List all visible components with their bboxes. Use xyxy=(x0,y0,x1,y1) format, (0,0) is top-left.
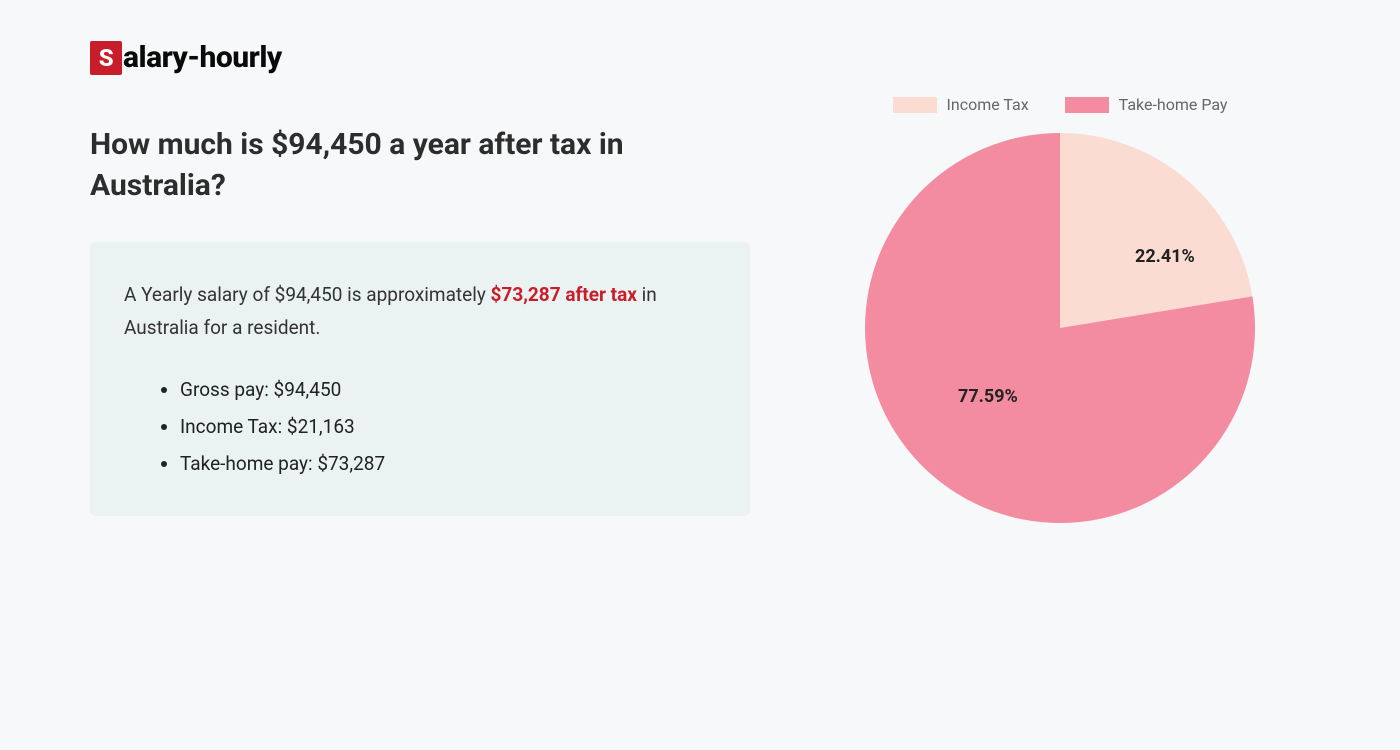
breakdown-list: Gross pay: $94,450 Income Tax: $21,163 T… xyxy=(124,371,716,482)
summary-highlight: $73,287 after tax xyxy=(491,283,637,306)
content-row: How much is $94,450 a year after tax in … xyxy=(90,125,1310,528)
site-logo: Salary-hourly xyxy=(90,40,1310,75)
logo-text: alary-hourly xyxy=(123,40,282,75)
legend-item-income-tax: Income Tax xyxy=(893,95,1029,114)
summary-pre: A Yearly salary of $94,450 is approximat… xyxy=(124,283,491,306)
list-item: Take-home pay: $73,287 xyxy=(180,445,716,482)
list-item: Income Tax: $21,163 xyxy=(180,408,716,445)
chart-legend: Income Tax Take-home Pay xyxy=(893,95,1228,114)
pie-svg xyxy=(860,128,1260,528)
legend-swatch xyxy=(893,97,937,113)
pie-chart: 22.41% 77.59% xyxy=(860,128,1260,528)
legend-label: Take-home Pay xyxy=(1119,95,1228,114)
summary-box: A Yearly salary of $94,450 is approximat… xyxy=(90,242,750,516)
page: Salary-hourly How much is $94,450 a year… xyxy=(0,0,1400,568)
list-item: Gross pay: $94,450 xyxy=(180,371,716,408)
pie-label-income-tax: 22.41% xyxy=(1135,246,1195,267)
logo-box-icon: S xyxy=(90,41,122,75)
summary-text: A Yearly salary of $94,450 is approximat… xyxy=(124,278,716,345)
legend-item-take-home: Take-home Pay xyxy=(1065,95,1228,114)
legend-label: Income Tax xyxy=(947,95,1029,114)
left-column: How much is $94,450 a year after tax in … xyxy=(90,125,750,528)
right-column: Income Tax Take-home Pay 22.41% 77.59% xyxy=(810,95,1310,528)
page-title: How much is $94,450 a year after tax in … xyxy=(90,125,750,206)
pie-slice-income-tax xyxy=(1060,133,1252,328)
pie-label-take-home: 77.59% xyxy=(958,386,1018,407)
legend-swatch xyxy=(1065,97,1109,113)
